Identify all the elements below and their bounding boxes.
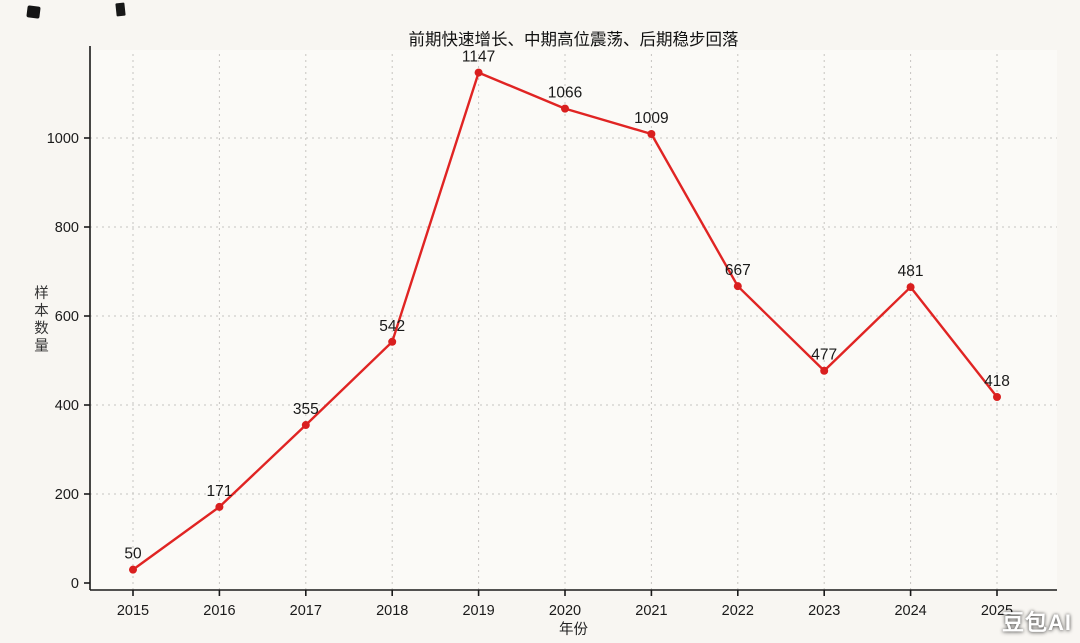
y-tick-label: 200 [55, 487, 79, 503]
data-label: 481 [898, 263, 924, 280]
data-point [474, 68, 483, 77]
data-point [215, 502, 224, 511]
data-label: 1009 [634, 110, 668, 127]
x-tick-label: 2023 [808, 603, 840, 619]
x-tick-label: 2021 [635, 603, 667, 619]
chart-title: 前期快速增长、中期高位震荡、后期稳步回落 [408, 31, 739, 49]
data-point [301, 421, 310, 430]
x-tick-label: 2016 [203, 603, 235, 619]
x-tick-label: 2018 [376, 603, 408, 619]
x-tick-label: 2020 [549, 603, 581, 619]
data-label: 542 [379, 318, 405, 335]
y-tick-label: 0 [71, 576, 79, 592]
data-point [561, 104, 569, 113]
x-axis-title: 年份 [559, 622, 588, 638]
y-tick-label: 600 [55, 309, 79, 325]
data-label: 1066 [548, 85, 582, 102]
x-tick-label: 2024 [894, 603, 926, 619]
data-point [993, 392, 1001, 401]
data-label: 171 [206, 483, 232, 500]
data-point [733, 282, 742, 291]
x-tick-label: 2017 [290, 603, 322, 619]
x-tick-label: 2019 [462, 603, 494, 619]
y-tick-label: 1000 [47, 131, 79, 147]
data-label: 477 [811, 347, 837, 364]
data-label: 418 [984, 373, 1010, 390]
data-point [647, 129, 656, 138]
y-tick-label: 800 [55, 220, 79, 236]
data-label: 355 [293, 401, 319, 418]
plot-area [90, 50, 1057, 590]
x-tick-label: 2015 [117, 603, 149, 619]
data-label: 1147 [462, 49, 495, 66]
data-point [906, 283, 915, 292]
data-point [820, 366, 829, 375]
data-label: 50 [124, 546, 142, 563]
y-tick-label: 400 [55, 398, 79, 414]
watermark-text: 豆包AI [1001, 610, 1072, 635]
x-tick-label: 2025 [981, 603, 1013, 619]
y-axis-title: 样本数量 [32, 285, 48, 355]
x-tick-label: 2022 [722, 603, 754, 619]
data-point [129, 565, 137, 574]
data-point [388, 337, 397, 346]
data-label: 667 [725, 262, 751, 279]
